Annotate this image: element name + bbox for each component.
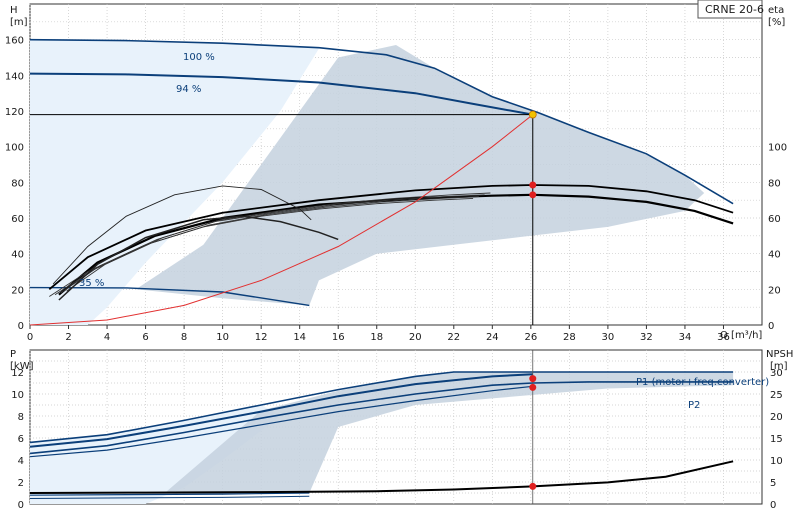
- duty-point-marks: [528, 110, 537, 490]
- top-xtick-label-18: 36: [717, 332, 730, 343]
- top-xlabel: Q [m³/h]: [720, 330, 762, 341]
- top-ylabel-left-1: H: [10, 5, 18, 16]
- top-xtick-label-6: 12: [255, 332, 268, 343]
- bottom-ytick-right-6: 30: [770, 368, 783, 379]
- annotation-100: 100 %: [183, 52, 215, 63]
- bottom-ytick-right-3: 15: [770, 434, 783, 445]
- top-grey-region: [135, 45, 705, 306]
- top-xtick-label-17: 34: [679, 332, 692, 343]
- top-series-eta_c: [60, 194, 485, 294]
- top-xtick-label-7: 14: [293, 332, 306, 343]
- top-ytick-right-2: 40: [768, 250, 781, 261]
- duty-point-npsh: [529, 482, 537, 490]
- bottom-ytick-left-5: 10: [11, 390, 24, 401]
- model-title: CRNE 20-6: [705, 3, 764, 16]
- top-xtick-label-14: 28: [563, 332, 576, 343]
- annotation-35: 35 %: [79, 278, 104, 289]
- bottom-ylabel-right-1: NPSH: [766, 349, 793, 360]
- top-ytick-right-5: 100: [768, 143, 787, 154]
- top-series-h100: [29, 38, 734, 205]
- bottom-ytick-left-2: 4: [18, 456, 24, 467]
- top-series: [29, 38, 734, 326]
- bottom-ytick-left-1: 2: [18, 478, 24, 489]
- bottom-ylabel-left-1: P: [10, 349, 16, 360]
- bottom-series-p1: [29, 371, 734, 444]
- bottom-ylabel-left-2: [kW]: [10, 361, 34, 372]
- bottom-ytick-right-5: 25: [770, 390, 783, 401]
- top-operating-regions: [30, 39, 705, 325]
- duty-point-eta94: [529, 191, 537, 199]
- top-ytick-left-8: 160: [5, 36, 24, 47]
- top-ylabel-right-2: [%]: [768, 17, 785, 28]
- top-ytick-left-5: 100: [5, 143, 24, 154]
- top-xtick-label-13: 26: [524, 332, 537, 343]
- model-title-frame: [697, 0, 763, 19]
- top-series-eta_arc_lower: [58, 215, 339, 301]
- top-ytick-right-3: 60: [768, 214, 781, 225]
- bottom-ytick-right-2: 10: [770, 456, 783, 467]
- top-ylabel-right-1: eta: [768, 5, 784, 16]
- top-series-system: [29, 114, 534, 326]
- bottom-light-region: [30, 405, 281, 504]
- duty-point-head: [528, 110, 537, 119]
- top-xtick-label-3: 6: [142, 332, 148, 343]
- top-ytick-left-2: 40: [11, 250, 24, 261]
- top-ytick-left-3: 60: [11, 214, 24, 225]
- bottom-ytick-right-1: 5: [770, 478, 776, 489]
- top-ylabel-left-2: [m]: [10, 17, 28, 28]
- top-ytick-right-4: 80: [768, 178, 781, 189]
- top-ytick-right-0: 0: [768, 321, 774, 332]
- duty-point-p2: [529, 383, 537, 391]
- top-xtick-label-15: 30: [602, 332, 615, 343]
- top-ytick-left-4: 80: [11, 178, 24, 189]
- top-xtick-label-4: 8: [181, 332, 187, 343]
- bottom-series-npsh: [29, 460, 734, 494]
- top-ticks: 0 2 4 6 8 10 12 14 16 18 20 22 24 26 28 30 32 34 360204060…: [5, 36, 787, 343]
- top-series-eta94: [58, 193, 734, 296]
- top-xtick-label-10: 20: [409, 332, 422, 343]
- top-xtick-label-16: 32: [640, 332, 653, 343]
- top-xtick-label-5: 10: [216, 332, 229, 343]
- annotation-94: 94 %: [176, 84, 201, 95]
- bottom-ytick-left-4: 8: [18, 412, 24, 423]
- top-xtick-label-11: 22: [447, 332, 460, 343]
- top-ytick-left-0: 0: [18, 321, 24, 332]
- model-title-box: CRNE 20-6: [697, 0, 764, 19]
- top-ytick-right-1: 20: [768, 285, 781, 296]
- top-series-h35: [29, 286, 310, 307]
- duty-point-eta100: [529, 181, 537, 189]
- top-series-eta_d: [66, 192, 491, 292]
- top-ytick-left-6: 120: [5, 107, 24, 118]
- bottom-ytick-left-3: 6: [18, 434, 24, 445]
- bottom-ytick-right-4: 20: [770, 412, 783, 423]
- top-ytick-left-1: 20: [11, 285, 24, 296]
- bottom-ytick-left-0: 0: [18, 500, 24, 511]
- bottom-series-p2: [29, 381, 734, 455]
- legend-p1: P1 (motor+freq.converter): [636, 377, 769, 388]
- bottom-ytick-left-6: 12: [11, 368, 24, 379]
- bottom-series-p2_94: [29, 385, 533, 458]
- top-series-h94: [29, 72, 533, 116]
- bottom-ylabel-right-2: [m]: [770, 361, 788, 372]
- top-xtick-label-8: 16: [332, 332, 345, 343]
- bottom-series-p1_94: [29, 373, 533, 448]
- top-series-eta100: [48, 184, 734, 290]
- bottom-ticks: 0 2 4 6 8 10 12 0 5 10 15 20 25 30: [11, 368, 782, 511]
- bottom-series-p_low1: [29, 492, 310, 496]
- duty-point-p1: [529, 375, 537, 383]
- top-xtick-label-12: 24: [486, 332, 499, 343]
- top-light-region: [30, 39, 319, 325]
- top-xtick-label-2: 4: [104, 332, 110, 343]
- bottom-series-p_low2: [29, 495, 310, 499]
- top-ytick-left-7: 140: [5, 71, 24, 82]
- bottom-ytick-right-0: 0: [770, 500, 776, 511]
- top-xtick-label-9: 18: [370, 332, 383, 343]
- top-xtick-label-0: 0: [27, 332, 33, 343]
- top-xtick-label-1: 2: [65, 332, 71, 343]
- legend-p2: P2: [688, 400, 700, 411]
- top-series-eta_arc_upper: [52, 185, 312, 285]
- bottom-series: [29, 350, 734, 504]
